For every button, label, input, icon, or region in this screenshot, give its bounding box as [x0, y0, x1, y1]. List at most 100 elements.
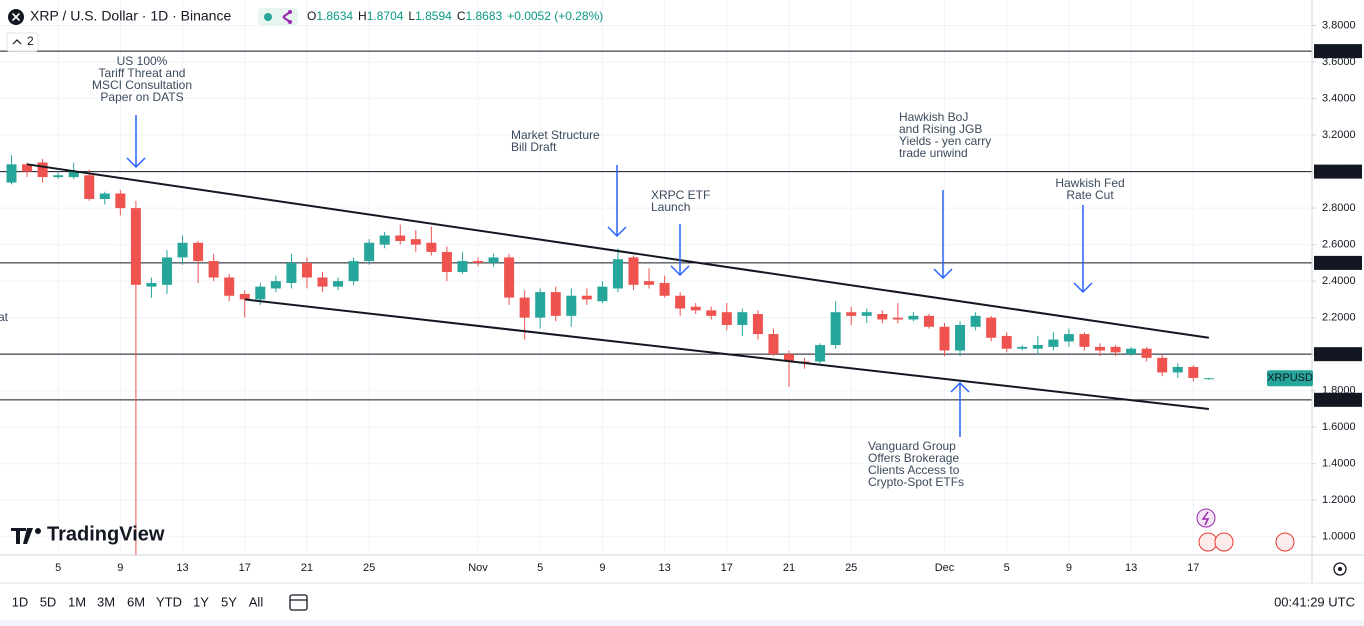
annotation-text: Crypto-Spot ETFs	[868, 475, 964, 489]
ohlc-label: C	[457, 9, 466, 23]
candle-body	[177, 242, 188, 258]
candle-body	[333, 281, 344, 287]
y-tick-label: 3.6000	[1322, 56, 1356, 68]
candle-body	[395, 235, 406, 241]
annotation-text: Bill Draft	[511, 140, 557, 154]
annotation-text: Offers Brokerage	[868, 451, 959, 465]
timeframe-button[interactable]: 1D	[12, 594, 29, 609]
x-tick-label: Nov	[468, 562, 488, 574]
status-icon-dot	[288, 20, 292, 24]
candle-body	[1172, 366, 1183, 373]
level-label-box	[1314, 392, 1362, 407]
candle-body	[970, 315, 981, 327]
candle-body	[644, 281, 655, 285]
brand-name: TradingView	[47, 523, 165, 545]
y-tick-label: 1.6000	[1322, 421, 1356, 433]
x-tick-label: 21	[301, 562, 313, 574]
candle-body	[504, 257, 515, 298]
y-tick-label: 2.6000	[1322, 239, 1356, 251]
candle-body	[550, 292, 561, 316]
annotation-arrowhead	[126, 157, 146, 169]
ohlc-label: O	[307, 9, 316, 23]
annotation-text: Vanguard Group	[868, 439, 956, 453]
candle-body	[410, 239, 421, 245]
indicator-toggle[interactable]	[6, 32, 39, 52]
annotation-text: Launch	[651, 200, 690, 214]
timeframe-button[interactable]: 1M	[68, 594, 86, 609]
candle-body	[939, 326, 950, 351]
y-tick-label: 2.2000	[1322, 312, 1356, 324]
annotation-text: Yields - yen carry	[899, 134, 991, 148]
settings-icon[interactable]	[1333, 562, 1347, 576]
candle-body	[784, 354, 794, 362]
annotation-text: Rate Cut	[1066, 188, 1114, 202]
event-flag[interactable]	[1275, 532, 1295, 552]
brand-logo-dot	[35, 528, 41, 534]
candle-body	[1048, 339, 1059, 347]
ui: XRP / U.S. Dollar · 1D · Binance 2 Tradi…	[6, 8, 1362, 611]
candle-body	[815, 345, 826, 362]
candle-body	[1017, 346, 1028, 349]
ohlc-change: +0.0052 (+0.28%)	[507, 9, 603, 23]
candle-body	[877, 314, 888, 320]
candle-body	[488, 257, 499, 263]
timeframe-button[interactable]: 3M	[97, 594, 115, 609]
level-label: 2.5000	[1318, 257, 1352, 269]
candle-body	[301, 262, 312, 278]
level-label: 2.0000	[1318, 348, 1352, 360]
timeframe-button[interactable]: 5D	[40, 594, 57, 609]
timeframe-button[interactable]: 1Y	[193, 594, 209, 609]
y-tick-label: 3.8000	[1322, 19, 1356, 31]
candle-body	[706, 310, 717, 316]
candle-body	[566, 295, 577, 316]
annotation-text: and Rising JGB	[899, 122, 982, 136]
candle-body	[146, 282, 157, 287]
candle-body	[84, 175, 95, 199]
candle-body	[68, 171, 79, 178]
candle-body	[1126, 348, 1137, 355]
y-tick-label: 3.2000	[1322, 129, 1356, 141]
annotation-arrowhead	[607, 226, 627, 238]
x-tick-label: 13	[658, 562, 670, 574]
x-tick-label: 17	[239, 562, 251, 574]
annotation-text: US 100%	[117, 54, 168, 68]
x-tick-label: 21	[783, 562, 795, 574]
candle-body	[1203, 378, 1214, 380]
candle-body	[628, 257, 639, 285]
candle-body	[597, 286, 608, 302]
annotation-arrowhead	[950, 381, 970, 393]
x-tick-label: 5	[55, 562, 61, 574]
ohlc-value: 1.8594	[415, 9, 452, 23]
candle-body	[659, 282, 670, 296]
indicator-count[interactable]: 2	[27, 34, 34, 48]
event-flag[interactable]	[1214, 532, 1234, 552]
timeframe-button[interactable]: 6M	[127, 594, 145, 609]
event-icon[interactable]	[1196, 508, 1216, 528]
timeframe-button[interactable]: All	[249, 594, 264, 609]
candle-body	[426, 242, 437, 252]
annotation-arrowhead	[1073, 282, 1093, 294]
y-tick-label: 1.0000	[1322, 531, 1356, 543]
event-flag[interactable]	[1198, 532, 1218, 552]
ohlc-label: L	[408, 9, 415, 23]
timeframe-button[interactable]: YTD	[156, 594, 182, 609]
candle-body	[846, 312, 857, 316]
collapse-icon	[12, 39, 22, 45]
trendline	[26, 163, 1209, 339]
x-tick-label: 9	[1066, 562, 1072, 574]
candle-body	[255, 286, 266, 300]
x-tick-label: 25	[845, 562, 857, 574]
candle-body	[612, 259, 623, 289]
x-tick-label: 13	[176, 562, 188, 574]
candle-body	[1079, 334, 1090, 347]
status-dot	[264, 13, 272, 21]
candle-body	[581, 295, 592, 300]
level-label-box	[1314, 255, 1362, 270]
candle-body	[22, 164, 33, 172]
timeframe-button[interactable]: 5Y	[221, 594, 237, 609]
y-tick-label: 2.8000	[1322, 202, 1356, 214]
date-range-icon[interactable]	[289, 594, 308, 611]
x-tick-label: 9	[117, 562, 123, 574]
